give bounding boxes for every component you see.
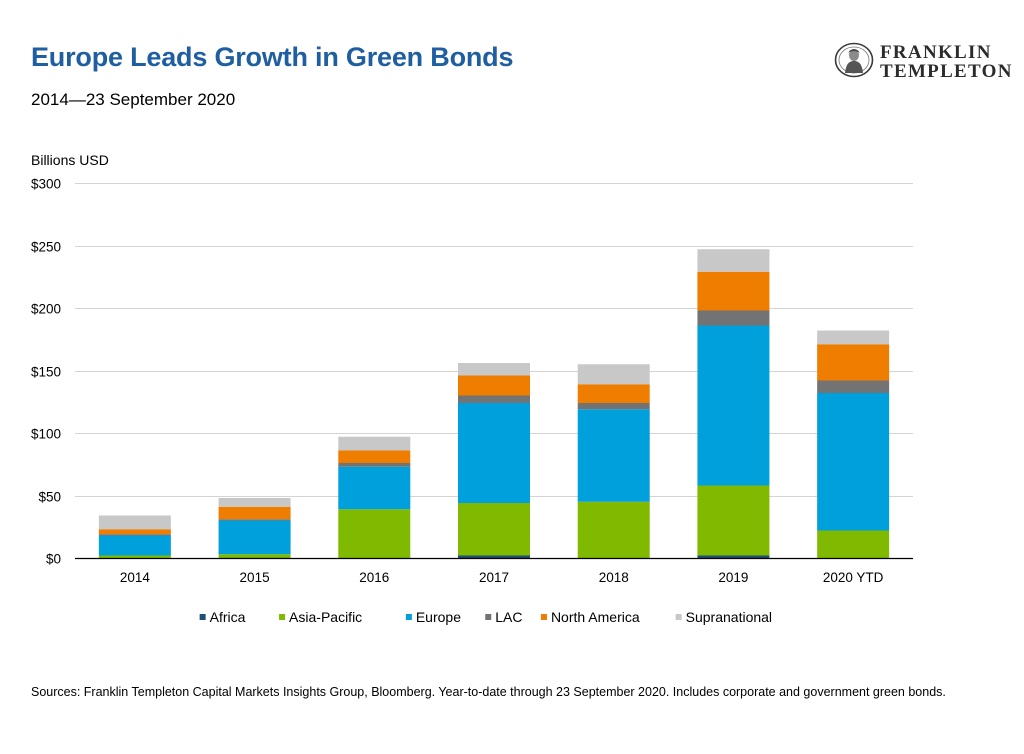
x-tick-label: 2018 (599, 570, 629, 585)
x-tick-label: 2019 (718, 570, 748, 585)
legend-swatch (485, 614, 492, 620)
bar-segment-north-america (817, 344, 890, 381)
legend-swatch (405, 614, 412, 620)
bar-segment-asia-pacific (98, 555, 171, 558)
x-axis-ticks: 2014 2015 2016 2017 2018 2019 2020 YTD (120, 570, 884, 585)
bar-segment-asia-pacific (817, 530, 890, 558)
bar-segment-asia-pacific (458, 503, 530, 556)
bar-segment-north-america (697, 271, 770, 311)
bar-segment-europe (218, 520, 291, 555)
bar-segment-north-america (218, 506, 291, 520)
logo-line-1: FRANKLIN (880, 42, 992, 63)
y-tick-label: $200 (31, 302, 61, 317)
legend-swatch (199, 614, 206, 620)
source-footnote: Sources: Franklin Templeton Capital Mark… (31, 685, 946, 699)
bar-segment-europe (458, 403, 530, 503)
legend-item: Africa (199, 609, 246, 625)
franklin-templeton-logo: FRANKLIN TEMPLETON (834, 42, 1014, 82)
bar-segment-lac (817, 380, 890, 393)
bar-segment-europe (338, 466, 411, 510)
x-tick-label: 2020 YTD (823, 570, 884, 585)
legend-swatch (540, 614, 547, 620)
bar-segment-supranational (577, 364, 650, 385)
bar-segment-supranational (697, 249, 770, 272)
bar-segment-supranational (817, 330, 890, 345)
bar-segment-europe (817, 393, 890, 531)
bar-segment-supranational (218, 498, 291, 507)
legend-label: LAC (495, 609, 522, 625)
legend-label: Asia-Pacific (289, 609, 362, 625)
legend-item: North America (540, 609, 640, 625)
bar-segment-asia-pacific (338, 509, 411, 558)
legend-item: LAC (485, 609, 522, 625)
bar-segment-europe (577, 409, 650, 502)
bar-segment-north-america (577, 384, 650, 403)
legend-swatch (279, 614, 286, 620)
bars (98, 249, 890, 558)
bar-segment-north-america (458, 375, 530, 396)
bar-segment-lac (458, 395, 530, 403)
bar-segment-africa (697, 555, 770, 558)
bar-segment-lac (338, 463, 411, 467)
x-tick-label: 2016 (359, 570, 389, 585)
legend-swatch (675, 614, 682, 620)
page-subtitle: 2014—23 September 2020 (31, 90, 236, 109)
bar-segment-lac (218, 519, 291, 521)
x-tick-label: 2017 (479, 570, 509, 585)
y-tick-label: $250 (31, 240, 61, 255)
portrait-icon (834, 42, 874, 78)
y-axis-ticks: $0 $50 $100 $150 $200 $250 $300 (31, 177, 61, 567)
y-tick-label: $0 (46, 552, 61, 567)
stacked-bar-chart: Billions USD $0 $50 $100 $150 $200 $250 $300 2… (31, 152, 913, 625)
bar-segment-asia-pacific (218, 554, 291, 558)
legend-item: Supranational (675, 609, 772, 625)
y-axis-label: Billions USD (31, 152, 109, 168)
x-tick-label: 2015 (240, 570, 270, 585)
x-tick-label: 2014 (120, 570, 151, 585)
bar-segment-asia-pacific (577, 501, 650, 558)
legend-label: Supranational (686, 609, 772, 625)
legend-label: Europe (416, 609, 461, 625)
bar-segment-lac (577, 403, 650, 410)
bar-segment-north-america (338, 450, 411, 463)
legend-item: Asia-Pacific (279, 609, 362, 625)
bar-segment-supranational (338, 436, 411, 451)
bar-segment-supranational (458, 363, 530, 376)
y-tick-label: $300 (31, 177, 61, 192)
y-tick-label: $100 (31, 427, 61, 442)
y-tick-label: $50 (38, 490, 61, 505)
bar-segment-africa (458, 555, 530, 558)
bar-segment-supranational (98, 515, 171, 530)
bar-segment-lac (697, 310, 770, 326)
legend: Africa Asia-Pacific Europe LAC North America… (199, 609, 772, 625)
bar-segment-north-america (98, 529, 171, 535)
legend-label: North America (551, 609, 640, 625)
page-title: Europe Leads Growth in Green Bonds (31, 42, 514, 72)
y-tick-label: $150 (31, 365, 61, 380)
bar-segment-lac (98, 534, 171, 536)
bar-segment-europe (98, 535, 171, 556)
legend-label: Africa (210, 609, 246, 625)
logo-line-2: TEMPLETON (880, 61, 1013, 82)
legend-item: Europe (405, 609, 461, 625)
bar-segment-asia-pacific (697, 485, 770, 556)
bar-segment-europe (697, 325, 770, 486)
